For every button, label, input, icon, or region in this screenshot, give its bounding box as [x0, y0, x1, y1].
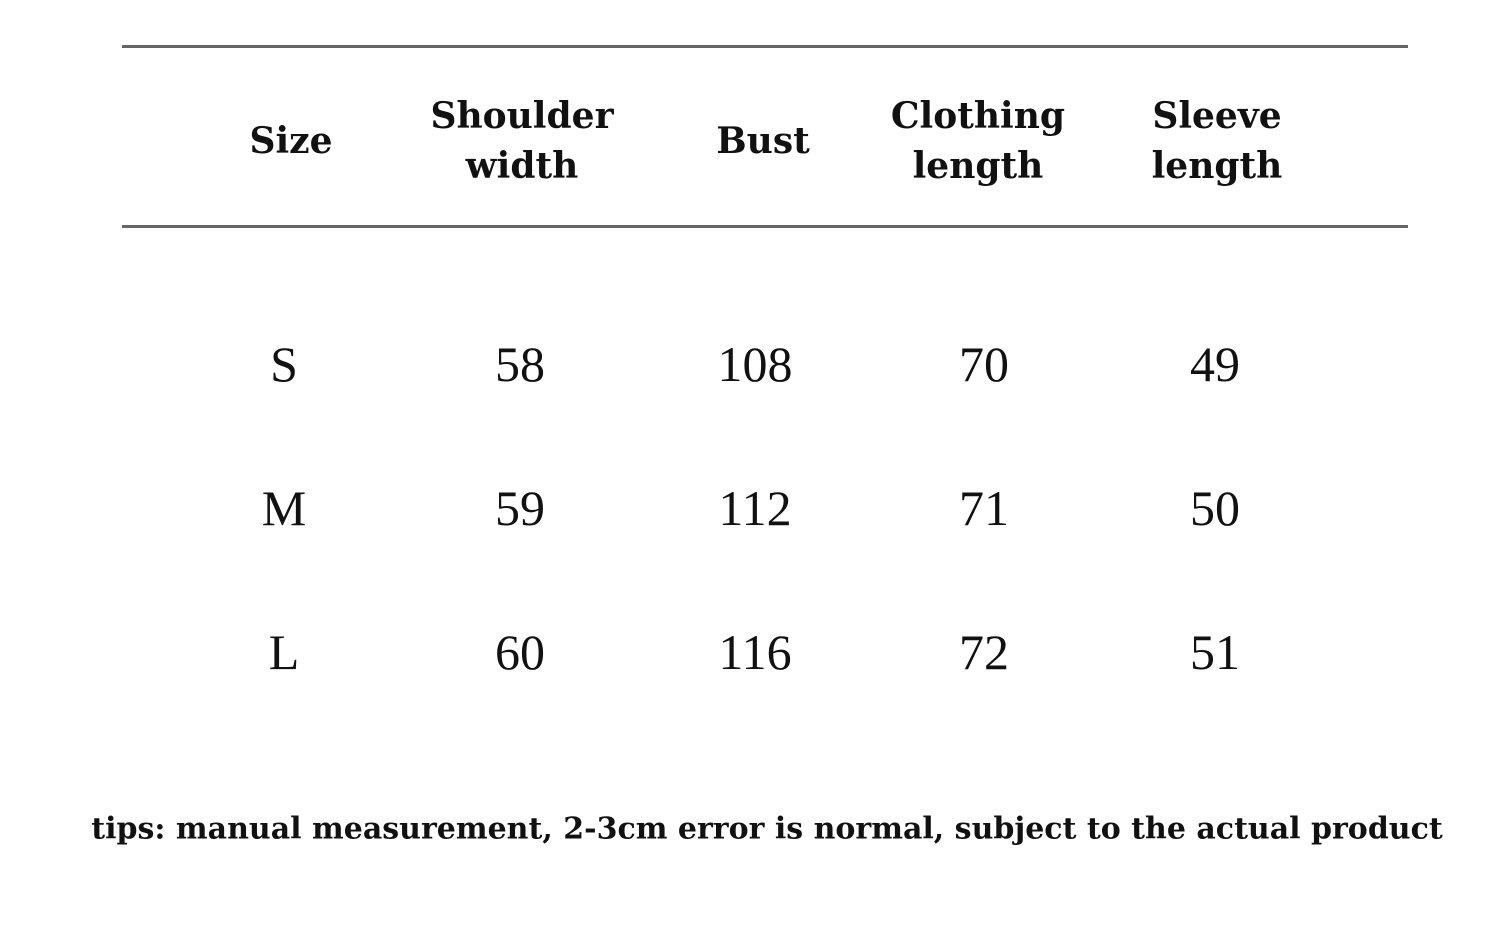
header-cell: Shoulder width	[430, 95, 614, 187]
top-rule	[122, 45, 1408, 48]
measurement: 49	[1190, 336, 1240, 392]
header-cell: Clothing length	[890, 95, 1066, 187]
header-cell: Size	[249, 120, 333, 162]
measurement: 51	[1190, 624, 1240, 680]
measurement: 108	[717, 336, 793, 392]
header-rule	[122, 225, 1408, 228]
size-label: M	[261, 480, 307, 536]
measurement: 116	[718, 624, 792, 680]
measurement: 70	[959, 336, 1009, 392]
header-cell: Sleeve length	[1151, 95, 1283, 187]
measurement: 50	[1190, 480, 1240, 536]
tips: tips: manual measurement, 2-3cm error is…	[91, 811, 1443, 847]
size-label: L	[268, 624, 300, 680]
measurement: 59	[495, 480, 545, 536]
measurement: 71	[959, 480, 1009, 536]
measurement: 72	[959, 624, 1009, 680]
size-label: S	[270, 336, 298, 392]
measurement: 58	[495, 336, 545, 392]
header-cell: Bust	[716, 120, 810, 162]
measurement: 60	[495, 624, 545, 680]
measurement: 112	[718, 480, 792, 536]
